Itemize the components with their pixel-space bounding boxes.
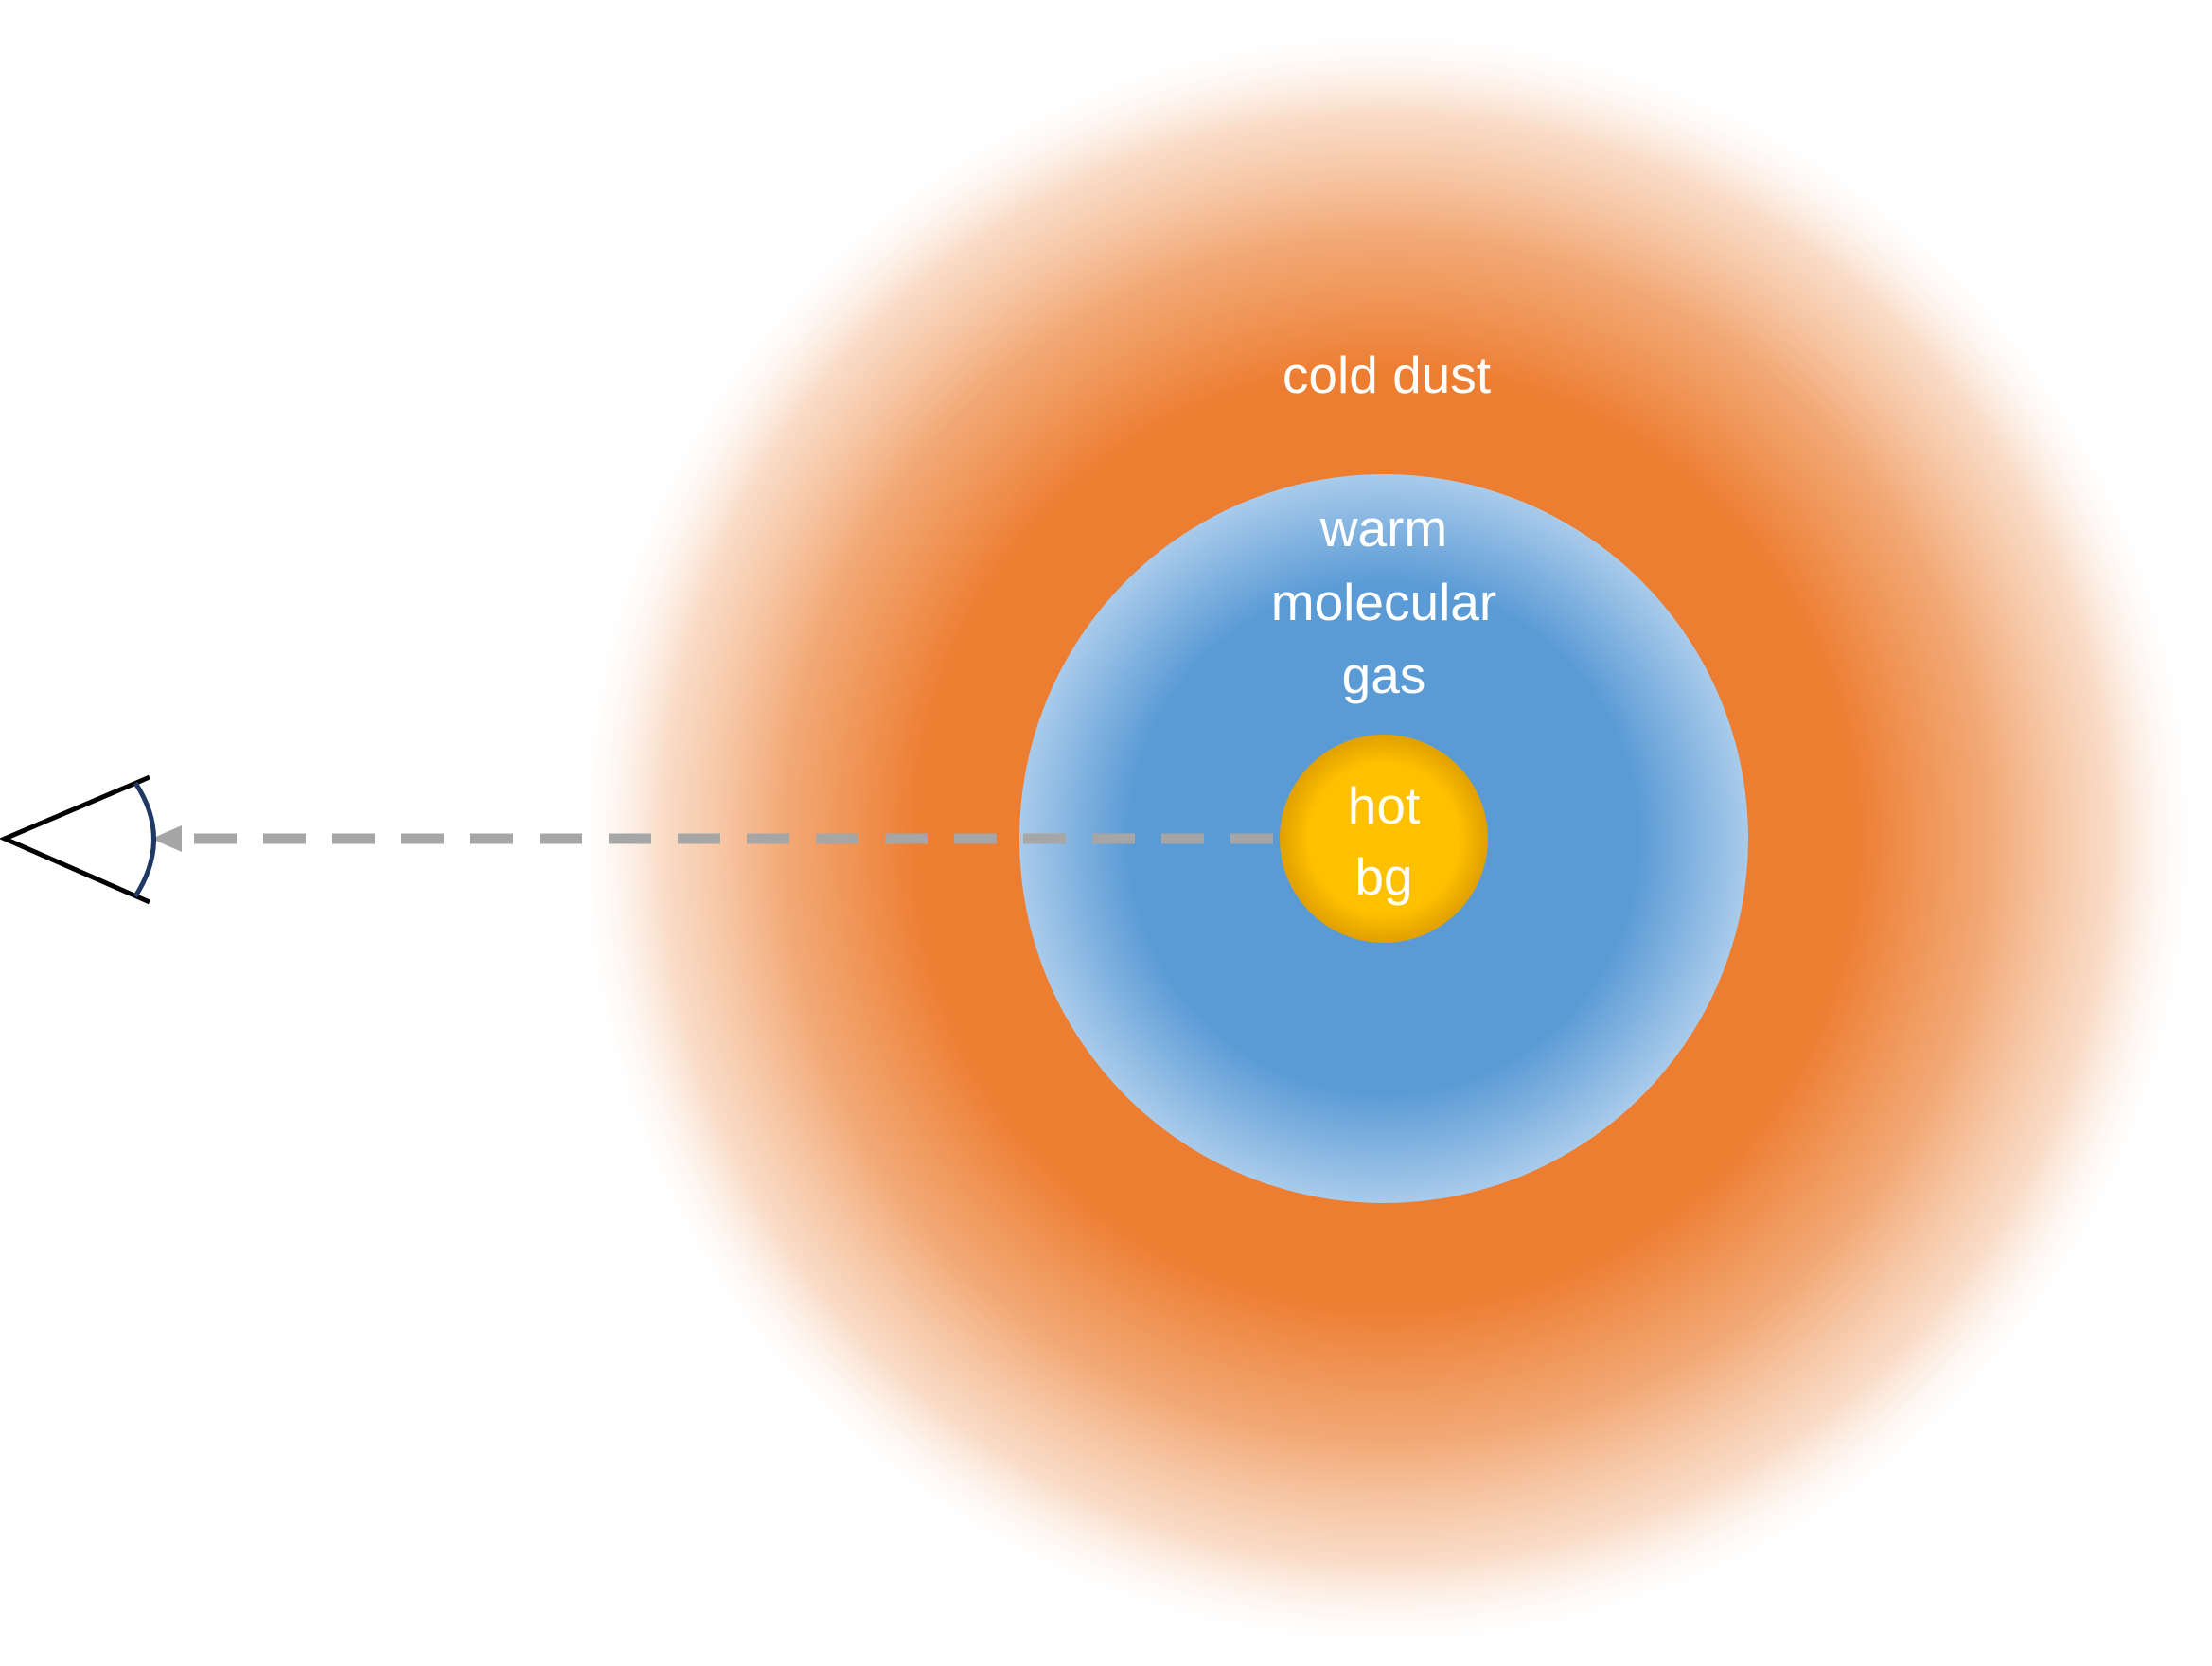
warm-gas-label-line2: molecular	[1271, 573, 1496, 631]
hot-bg-label-line1: hot	[1348, 776, 1420, 835]
warm-gas-label-line3: gas	[1342, 646, 1426, 704]
cold-dust-label: cold dust	[1283, 346, 1491, 404]
warm-gas-label-line1: warm	[1319, 499, 1447, 558]
hot-bg-label-line2: bg	[1354, 847, 1412, 906]
hot-bg-core	[1280, 735, 1488, 943]
observer-eye-icon	[0, 774, 156, 905]
arrow-head-icon	[151, 825, 182, 852]
